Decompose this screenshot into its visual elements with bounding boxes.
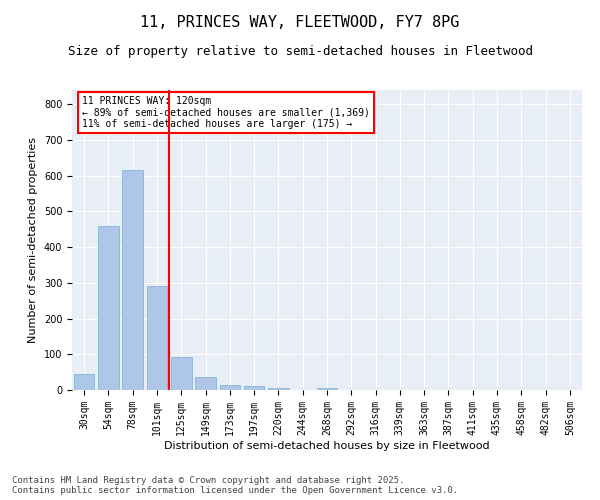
Bar — [268, 388, 289, 390]
Text: 11 PRINCES WAY: 120sqm
← 89% of semi-detached houses are smaller (1,369)
11% of : 11 PRINCES WAY: 120sqm ← 89% of semi-det… — [82, 96, 370, 129]
Bar — [220, 385, 240, 390]
Bar — [122, 170, 143, 390]
Bar — [146, 286, 167, 390]
Bar — [98, 226, 119, 390]
Bar — [244, 386, 265, 390]
Text: 11, PRINCES WAY, FLEETWOOD, FY7 8PG: 11, PRINCES WAY, FLEETWOOD, FY7 8PG — [140, 15, 460, 30]
X-axis label: Distribution of semi-detached houses by size in Fleetwood: Distribution of semi-detached houses by … — [164, 440, 490, 450]
Y-axis label: Number of semi-detached properties: Number of semi-detached properties — [28, 137, 38, 343]
Bar — [317, 388, 337, 390]
Text: Contains HM Land Registry data © Crown copyright and database right 2025.
Contai: Contains HM Land Registry data © Crown c… — [12, 476, 458, 495]
Bar — [74, 374, 94, 390]
Text: Size of property relative to semi-detached houses in Fleetwood: Size of property relative to semi-detach… — [67, 45, 533, 58]
Bar — [171, 357, 191, 390]
Bar — [195, 377, 216, 390]
